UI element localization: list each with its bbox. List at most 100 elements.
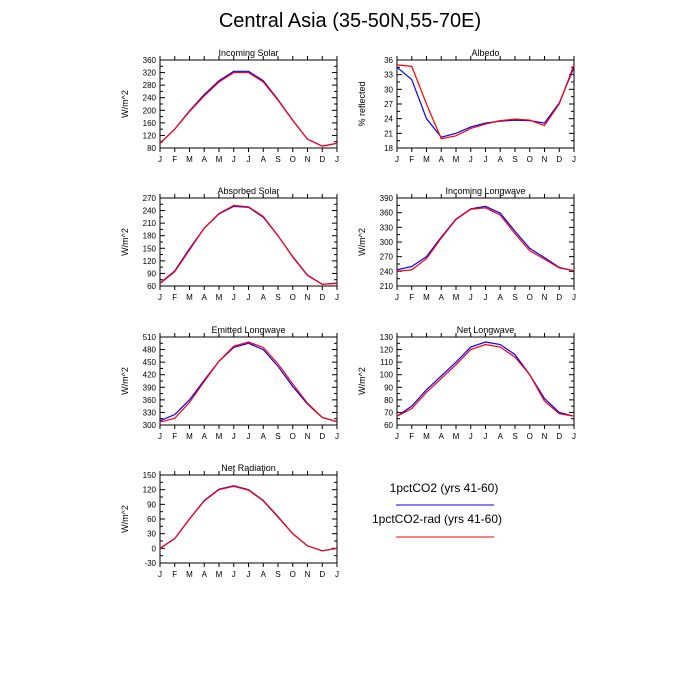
y-tick-label: 80: [384, 396, 393, 405]
y-tick-label: 130: [380, 333, 394, 342]
panel-emitted-longwave: Emitted Longwave W/m^2 300 330 360 390 420 450 4…: [120, 325, 339, 441]
series-line-2: [159, 341, 338, 423]
x-tick-label: J: [335, 570, 339, 579]
y-tick-label: 18: [384, 144, 393, 153]
x-tick-label: J: [335, 155, 339, 164]
x-tick-label: D: [556, 293, 562, 302]
x-tick-label: M: [186, 570, 193, 579]
y-tick-label: 300: [143, 421, 157, 430]
legend-label-1: 1pctCO2 (yrs 41-60): [390, 481, 499, 495]
x-tick-label: D: [319, 432, 325, 441]
series-line-2: [396, 64, 575, 140]
x-tick-label: F: [172, 432, 177, 441]
x-tick-label: A: [202, 570, 208, 579]
y-tick-label: 24: [384, 115, 393, 124]
x-tick-label: J: [247, 155, 251, 164]
y-tick-label: 360: [143, 396, 157, 405]
x-tick-label: M: [453, 432, 460, 441]
x-tick-label: J: [484, 293, 488, 302]
y-axis-label: W/m^2: [120, 367, 130, 395]
x-tick-label: J: [232, 432, 236, 441]
y-tick-label: 390: [380, 194, 394, 203]
x-tick-label: O: [527, 432, 533, 441]
y-tick-label: 21: [384, 129, 393, 138]
y-tick-label: 120: [143, 486, 157, 495]
y-tick-label: 330: [380, 223, 394, 232]
y-tick-label: 60: [147, 515, 156, 524]
x-tick-label: J: [484, 432, 488, 441]
x-tick-label: J: [158, 432, 162, 441]
y-tick-label: 510: [143, 333, 157, 342]
y-tick-label: 120: [143, 257, 157, 266]
x-tick-label: A: [261, 155, 267, 164]
y-tick-label: 100: [380, 371, 394, 380]
plot-frame: [159, 336, 338, 426]
x-tick-label: M: [216, 570, 223, 579]
x-tick-label: M: [186, 155, 193, 164]
x-tick-label: F: [172, 155, 177, 164]
x-tick-label: J: [232, 570, 236, 579]
legend-label-2: 1pctCO2-rad (yrs 41-60): [372, 512, 502, 526]
series-line-1: [159, 342, 338, 423]
x-tick-label: F: [172, 570, 177, 579]
y-tick-label: 36: [384, 56, 393, 65]
x-tick-label: J: [232, 293, 236, 302]
plot-frame: [159, 474, 338, 564]
x-tick-label: O: [290, 570, 296, 579]
x-tick-label: S: [275, 155, 280, 164]
x-tick-label: S: [275, 570, 280, 579]
x-tick-label: N: [305, 432, 311, 441]
series-line-1: [396, 205, 575, 272]
panel-incoming-solar: Incoming Solar W/m^2 80 120 160 200 240 280 320 3…: [120, 48, 339, 164]
x-tick-label: S: [512, 293, 517, 302]
x-tick-label: J: [395, 155, 399, 164]
series-line-2: [396, 207, 575, 272]
x-tick-label: S: [512, 155, 517, 164]
series-line-2: [396, 343, 575, 417]
y-tick-label: 90: [147, 269, 156, 278]
y-tick-label: 210: [143, 219, 157, 228]
y-tick-label: 33: [384, 71, 393, 80]
y-tick-label: 420: [143, 371, 157, 380]
series-line-2: [159, 71, 338, 147]
series-line-1: [159, 205, 338, 285]
x-tick-label: N: [542, 155, 548, 164]
series-line-1: [396, 341, 575, 417]
x-tick-label: S: [512, 432, 517, 441]
y-axis-label: W/m^2: [120, 90, 130, 118]
y-tick-label: 200: [143, 106, 157, 115]
y-tick-label: 480: [143, 346, 157, 355]
x-tick-label: A: [202, 432, 208, 441]
plot-frame: [396, 336, 575, 426]
x-tick-label: J: [395, 293, 399, 302]
panel-title: Net Longwave: [457, 325, 515, 335]
x-tick-label: M: [216, 293, 223, 302]
x-tick-label: O: [290, 432, 296, 441]
y-tick-label: 270: [380, 253, 394, 262]
y-axis-label: % reflected: [357, 81, 367, 126]
x-tick-label: S: [275, 432, 280, 441]
x-tick-label: J: [469, 155, 473, 164]
x-tick-label: J: [247, 432, 251, 441]
y-tick-label: 280: [143, 81, 157, 90]
plot-frame: [396, 59, 575, 149]
x-tick-label: A: [439, 293, 445, 302]
y-tick-label: -30: [144, 559, 156, 568]
panel-title: Albedo: [471, 48, 499, 58]
y-tick-label: 0: [152, 544, 157, 553]
x-tick-label: O: [527, 293, 533, 302]
x-tick-label: N: [305, 570, 311, 579]
x-tick-label: M: [423, 293, 430, 302]
x-tick-label: J: [572, 432, 576, 441]
x-tick-label: S: [275, 293, 280, 302]
x-tick-label: J: [158, 293, 162, 302]
legend: 1pctCO2 (yrs 41-60) 1pctCO2-rad (yrs 41-6…: [372, 481, 502, 538]
x-tick-label: A: [261, 570, 267, 579]
y-tick-label: 27: [384, 100, 393, 109]
x-tick-label: O: [527, 155, 533, 164]
y-axis-label: W/m^2: [357, 228, 367, 256]
y-tick-label: 60: [147, 282, 156, 291]
x-tick-label: J: [469, 293, 473, 302]
x-tick-label: N: [305, 155, 311, 164]
